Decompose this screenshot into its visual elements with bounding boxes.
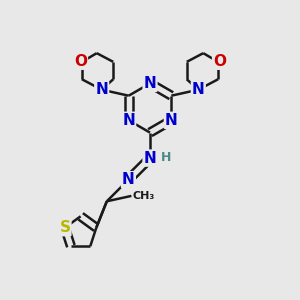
Text: O: O	[74, 54, 87, 69]
Text: N: N	[122, 113, 135, 128]
Text: CH₃: CH₃	[133, 191, 155, 201]
Text: N: N	[122, 172, 135, 187]
Text: S: S	[59, 220, 70, 235]
Text: N: N	[144, 76, 156, 91]
Text: N: N	[165, 113, 178, 128]
Text: O: O	[213, 54, 226, 69]
Text: H: H	[160, 151, 171, 164]
Text: N: N	[144, 151, 156, 166]
Text: N: N	[192, 82, 205, 97]
Text: N: N	[95, 82, 108, 97]
